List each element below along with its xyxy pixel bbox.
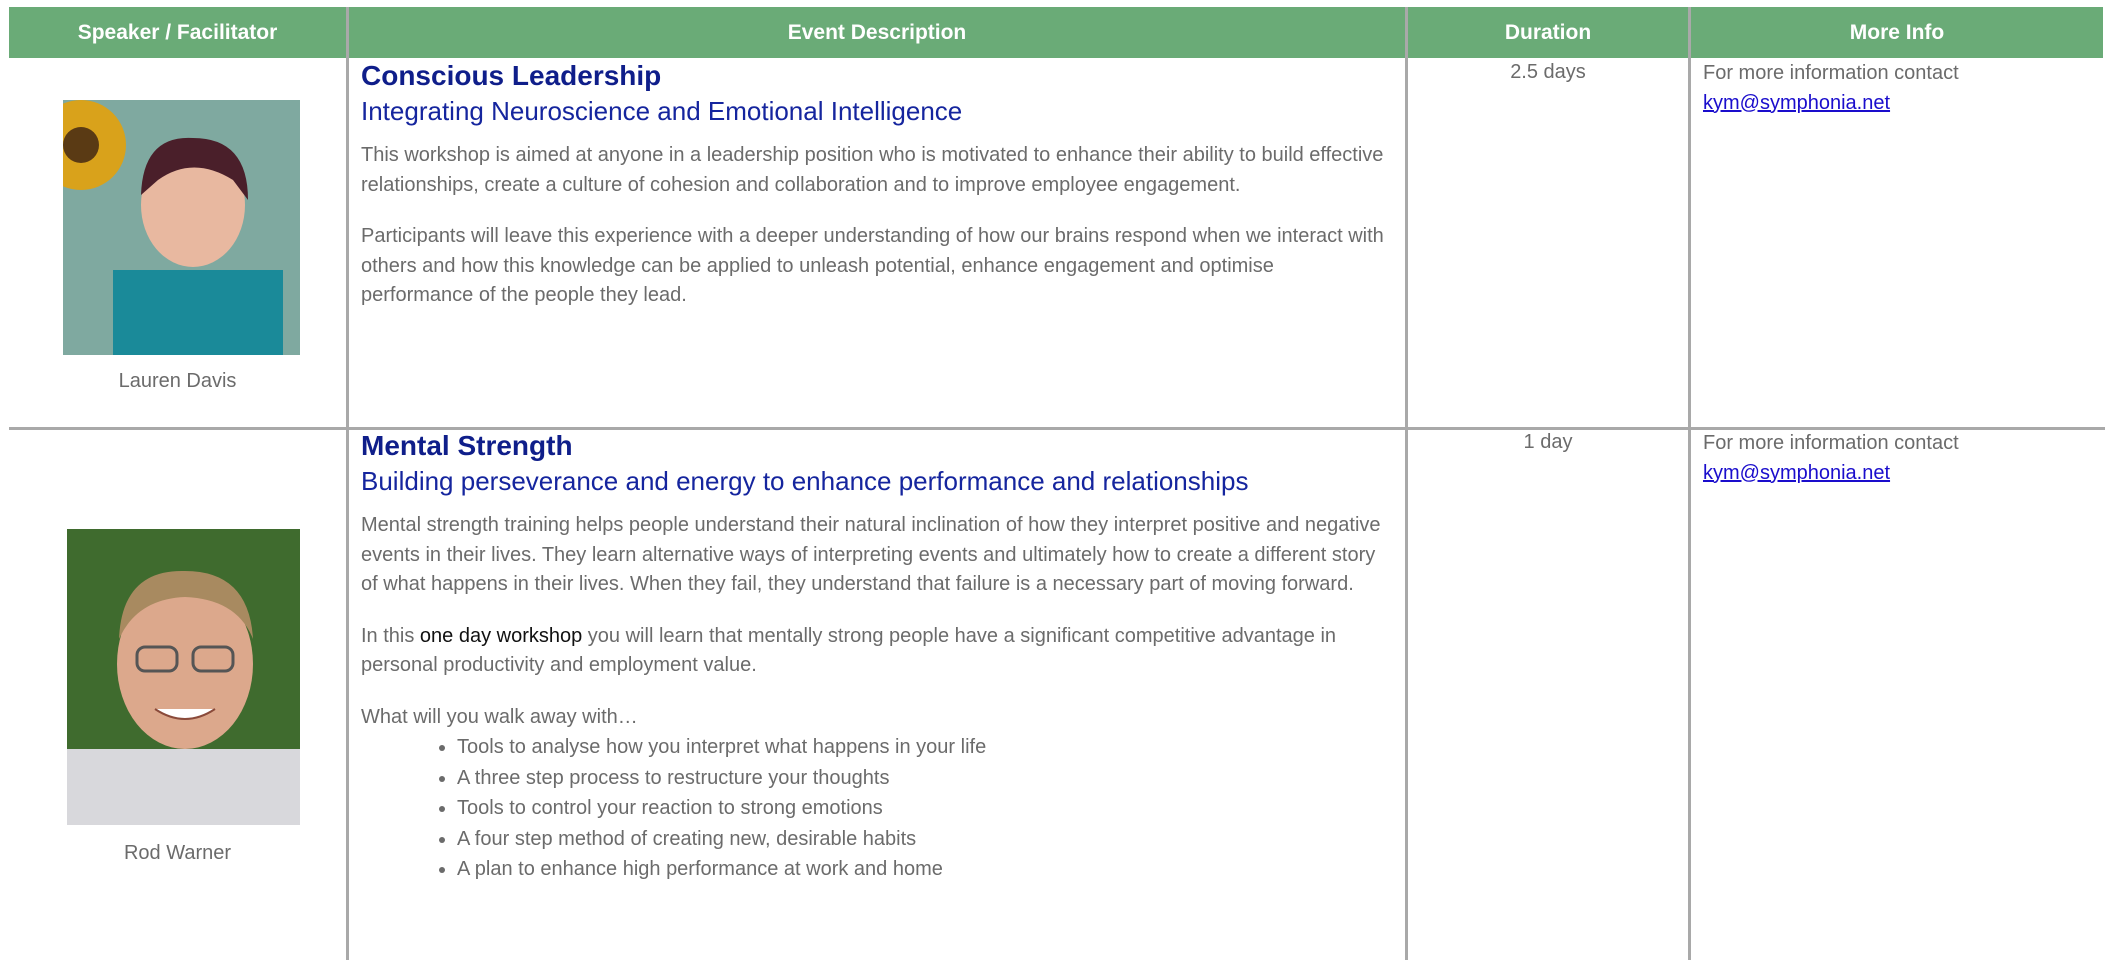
speaker-photo — [63, 100, 300, 355]
more-info: For more information contact kym@symphon… — [1703, 429, 2098, 488]
column-border — [1688, 7, 1691, 960]
event-title: Mental Strength — [361, 430, 573, 461]
duration: 2.5 days — [1510, 61, 1586, 83]
header-cell: More Info — [1691, 7, 2103, 58]
header-cell: Speaker / Facilitator — [9, 7, 346, 58]
event-subtitle: Integrating Neuroscience and Emotional I… — [361, 96, 963, 126]
bullet-item: A plan to enhance high performance at wo… — [457, 854, 1391, 885]
event-subtitle: Building perseverance and energy to enha… — [361, 466, 1249, 496]
speaker-name: Lauren Davis — [118, 370, 237, 392]
speaker-name: Rod Warner — [123, 842, 232, 864]
text: you will learn that mentally strong peop… — [361, 624, 1337, 677]
column-border — [346, 7, 349, 960]
row-border — [9, 427, 2105, 430]
paragraph: In this one day workshop you will learn … — [361, 622, 1391, 681]
paragraph: This workshop is aimed at anyone in a le… — [361, 144, 1384, 196]
more-info: For more information contact kym@symphon… — [1703, 59, 2098, 118]
email-link[interactable]: kym@symphonia.net — [1703, 91, 1891, 114]
bullet-item: A four step method of creating new, desi… — [457, 824, 1391, 855]
list-intro: What will you walk away with… — [361, 705, 638, 728]
speaker-photo — [67, 529, 300, 825]
bullet-item: A three step process to restructure your… — [457, 763, 1391, 794]
info-text: For more information contact — [1703, 62, 1959, 84]
paragraph: Participants will leave this experience … — [361, 225, 1384, 306]
paragraph: Mental strength training helps people un… — [361, 514, 1381, 595]
event-title: Conscious Leadership — [361, 60, 662, 91]
duration: 1 day — [1523, 431, 1573, 453]
bullet-item: Tools to analyse how you interpret what … — [457, 732, 1391, 763]
email-link[interactable]: kym@symphonia.net — [1703, 461, 1891, 484]
bullet-list: Tools to analyse how you interpret what … — [361, 732, 1391, 885]
column-border — [1405, 7, 1408, 960]
event-description: Mental Strength Building perseverance an… — [361, 430, 1391, 885]
bullet-item: Tools to control your reaction to strong… — [457, 793, 1391, 824]
text: In this — [361, 624, 420, 647]
info-text: For more information contact — [1703, 432, 1959, 454]
header-cell: Duration — [1408, 7, 1688, 58]
bold-text: one day workshop — [419, 624, 583, 647]
event-description: Conscious Leadership Integrating Neurosc… — [361, 60, 1391, 333]
header-cell: Event Description — [349, 7, 1405, 58]
